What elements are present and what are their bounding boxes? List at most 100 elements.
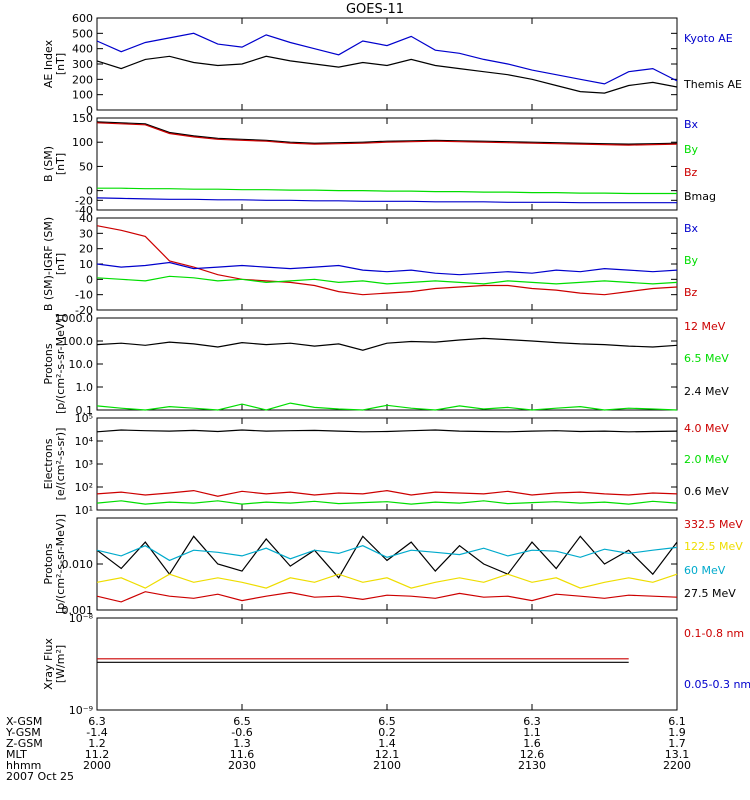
y-tick-label: 30	[79, 227, 93, 240]
y-axis-label-line: AE Index	[42, 39, 55, 88]
x-row-value: 2130	[518, 759, 546, 772]
y-tick-label: 20	[79, 243, 93, 256]
x-row-label: Y-GSM	[5, 726, 41, 739]
y-tick-label: 0.010	[62, 558, 94, 571]
x-row-value: 6.5	[233, 715, 251, 728]
y-axis-label: AE Index[nT]	[42, 39, 67, 88]
legend-entry: 27.5 MeV	[684, 587, 736, 600]
panel-frame	[96, 117, 678, 211]
series-line-black	[96, 535, 678, 579]
y-axis-label: Electrons[e/(cm²-s-sr)]	[42, 428, 67, 501]
x-row-label: X-GSM	[6, 715, 42, 728]
legend-entry: By	[684, 254, 699, 267]
y-tick-label: 300	[72, 58, 93, 71]
y-axis-label-line: Electrons	[42, 438, 55, 489]
series-line-yellow	[96, 573, 678, 589]
y-tick-label: 0.1	[76, 404, 94, 417]
panel-frame	[96, 17, 678, 111]
y-axis-label: B (SM)[nT]	[42, 146, 67, 182]
y-axis-label-line: [e/(cm²-s-sr)]	[54, 428, 67, 501]
series-line-blue	[96, 197, 677, 204]
y-axis-label-line: [W/m²]	[54, 645, 67, 683]
y-tick-label: 10⁻⁹	[69, 704, 93, 717]
y-tick-label: 500	[72, 27, 93, 40]
series-line-red	[96, 122, 678, 146]
series-line-green	[97, 187, 677, 195]
y-tick-label: -40	[75, 204, 93, 217]
legend-entry: Bz	[684, 166, 698, 179]
series-line-black	[96, 121, 678, 145]
y-axis-label-line: [nT]	[54, 253, 67, 275]
x-row-value: 1.1	[523, 726, 541, 739]
legend-entry: 0.05-0.3 nm	[684, 678, 750, 691]
series-line-black	[96, 55, 678, 94]
y-axis-label: Protons[p/(cm²-s-sr-MeV)]	[42, 514, 67, 614]
panel-protons1: 0.11.010.0100.01000.0Protons[p/(cm²-s-sr…	[42, 312, 729, 417]
legend-entry: Themis AE	[683, 78, 742, 91]
y-tick-label: 200	[72, 73, 93, 86]
y-tick-label: 1000.0	[55, 312, 94, 325]
legend-entry: Bmag	[684, 190, 716, 203]
y-axis-label-line: Protons	[42, 343, 55, 384]
legend-entry: Bx	[684, 118, 699, 131]
x-row-value: 1.6	[523, 737, 541, 750]
y-tick-label: 150	[72, 112, 93, 125]
y-tick-label: -20	[75, 304, 93, 317]
x-row-label: hhmm	[6, 759, 41, 772]
legend-entry: 2.0 MeV	[684, 453, 729, 466]
panel-b: -40-200 50 100 150 B (SM)[nT] Bx By Bz Bmag	[42, 112, 716, 217]
x-row-value: 11.6	[230, 748, 255, 761]
x-row-value: 2100	[373, 759, 401, 772]
panel-ae: 0 100 200 300 400 500 600 AE Index[nT] Kyoto AE T…	[42, 12, 742, 117]
y-tick-label: 10.0	[69, 358, 94, 371]
y-axis-label-line: Xray Flux	[42, 638, 55, 690]
series-line-black	[96, 429, 678, 433]
x-row-value: 6.3	[88, 715, 106, 728]
x-row-label: Z-GSM	[6, 737, 43, 750]
x-row-value: -0.6	[231, 726, 252, 739]
series-line-black	[96, 337, 678, 351]
panel-frame	[96, 617, 678, 711]
x-axis-labels: X-GSM 6.3 6.5 6.5 6.3 6.1Y-GSM -1.4 -0.6 0.2 1.1 1…	[5, 715, 691, 783]
x-row-label: MLT	[6, 748, 27, 761]
x-row-value: -1.4	[86, 726, 107, 739]
legend-entry: 0.6 MeV	[684, 485, 729, 498]
y-tick-label: 600	[72, 12, 93, 25]
series-line-blue	[96, 261, 678, 276]
series-line-red	[96, 489, 678, 497]
legend-entry: Kyoto AE	[684, 32, 733, 45]
legend-entry: 122.5 MeV	[684, 540, 743, 553]
legend-entry: Bx	[684, 222, 699, 235]
y-tick-label: 100	[72, 89, 93, 102]
date-label: 2007 Oct 25	[6, 770, 74, 783]
y-axis-label-line: B (SM)-IGRF (SM)	[42, 217, 55, 311]
y-axis-label: Xray Flux[W/m²]	[42, 638, 67, 690]
series-line-blue	[96, 32, 678, 85]
legend-entry: By	[684, 143, 699, 156]
y-tick-label: 10¹	[75, 504, 93, 517]
x-row-value: 2200	[663, 759, 691, 772]
x-row-value: 1.3	[233, 737, 251, 750]
y-axis-label-line: Protons	[42, 543, 55, 584]
panel-electrons: 10¹ 10² 10³ 10⁴ 10⁵ Electrons[e/(cm²-s-sr)] 4.…	[42, 412, 729, 517]
y-tick-label: 10³	[75, 458, 93, 471]
x-row-value: 1.2	[88, 737, 106, 750]
x-row-value: 6.3	[523, 715, 541, 728]
y-tick-label: 10⁵	[75, 412, 93, 425]
y-tick-label: 400	[72, 43, 93, 56]
series-line-green	[96, 275, 678, 285]
y-tick-label: 100	[72, 136, 93, 149]
legend-entry: 2.4 MeV	[684, 385, 729, 398]
legend-entry: Bz	[684, 286, 698, 299]
series-line-red	[96, 225, 678, 296]
legend-entry: 0.1-0.8 nm	[684, 627, 744, 640]
legend-entry: 4.0 MeV	[684, 422, 729, 435]
y-tick-label: 50	[79, 160, 93, 173]
series-line-red	[96, 591, 678, 603]
y-axis-label-line: [p/(cm²-s-sr-MeV)]	[54, 514, 67, 614]
y-tick-label: 0.001	[62, 604, 94, 617]
y-tick-label: 10⁻⁸	[69, 612, 94, 625]
y-axis-label: Protons[p/(cm²-s-sr-MeV)]	[42, 314, 67, 414]
